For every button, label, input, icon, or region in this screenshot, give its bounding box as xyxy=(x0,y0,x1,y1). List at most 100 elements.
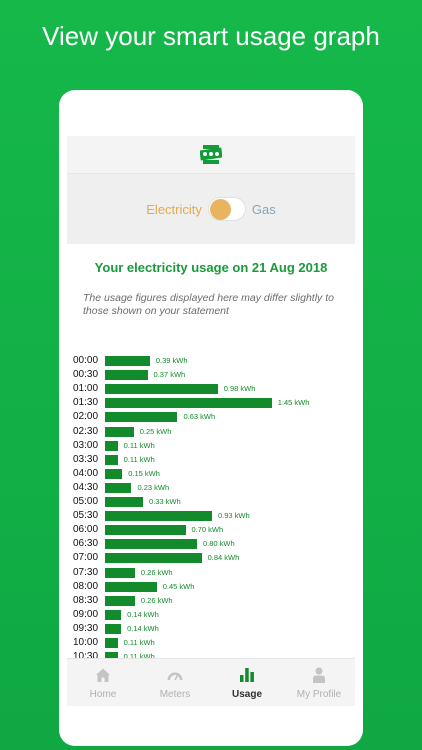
chart-value-label: 0.26 kWh xyxy=(140,567,173,577)
chart-value-label: 0.98 kWh xyxy=(223,384,256,394)
chart-value-label: 0.11 kWh xyxy=(123,652,155,662)
chart-value-label: 0.11 kWh xyxy=(123,440,155,450)
chart-time-label: 10:00 xyxy=(73,637,99,648)
chart-value-label: 0.11 kWh xyxy=(123,638,155,647)
chart-value-label: 0.70 kWh xyxy=(191,525,224,535)
chart-time-label: 06:00 xyxy=(73,524,99,536)
chart-value-label: 0.14 kWh xyxy=(127,623,159,633)
chart-time-label: 01:00 xyxy=(73,383,99,395)
chart-bar xyxy=(105,609,122,620)
chart-row: 08:30 0.26 kWh xyxy=(67,594,355,608)
chart-bar xyxy=(105,497,143,507)
chart-time-label: 09:00 xyxy=(73,608,99,620)
chart-value-label: 0.45 kWh xyxy=(162,581,195,591)
chart-value-label: 0.93 kWh xyxy=(217,511,250,521)
meter-gauge-icon xyxy=(167,672,183,680)
chart-value-label: 0.23 kWh xyxy=(137,482,170,492)
chart-bar xyxy=(105,384,218,395)
chart-row: 10:30 0.11 kWh xyxy=(67,650,355,664)
chart-bar xyxy=(105,426,134,437)
headline: View your smart usage graph xyxy=(42,21,380,51)
chart-value-label: 0.25 kWh xyxy=(139,426,172,436)
chart-time-label: 00:30 xyxy=(73,369,99,381)
tab-profile-label: My Profile xyxy=(296,688,342,700)
chart-row: 07:00 0.84 kWh xyxy=(67,551,355,565)
chart-time-label: 05:30 xyxy=(73,510,99,522)
tab-home-label: Home xyxy=(89,688,117,700)
chart-row: 06:30 0.80 kWh xyxy=(67,537,355,551)
tab-usage[interactable]: Usage xyxy=(211,659,283,706)
chart-row: 02:30 0.25 kWh xyxy=(67,425,355,439)
chart-value-label: 0.84 kWh xyxy=(207,553,240,563)
chart-row: 09:30 0.14 kWh xyxy=(67,622,355,636)
tab-bar: Home Meters Usage xyxy=(67,658,355,706)
bar-chart-icon xyxy=(240,667,254,682)
chart-bar xyxy=(105,638,118,648)
chart-row: 04:30 0.23 kWh xyxy=(67,481,355,495)
chart-value-label: 0.80 kWh xyxy=(203,539,235,549)
chart-row: 10:00 0.11 kWh xyxy=(67,636,355,650)
chart-row: 01:00 0.98 kWh xyxy=(67,382,355,396)
chart-value-label: 1.45 kWh xyxy=(277,398,310,408)
chart-bar xyxy=(105,525,186,536)
chart-row: 05:00 0.33 kWh xyxy=(67,495,355,509)
chart-value-label: 0.33 kWh xyxy=(148,497,181,506)
chart-time-label: 07:00 xyxy=(73,552,99,564)
chart-time-label: 00:00 xyxy=(73,355,99,366)
chart-row: 08:00 0.45 kWh xyxy=(67,580,355,594)
tab-home[interactable]: Home xyxy=(67,659,139,706)
tab-meters-label: Meters xyxy=(159,688,191,700)
phone-frame: Electricity Gas Your electricity usage o… xyxy=(59,90,363,746)
chart-value-label: 0.26 kWh xyxy=(140,595,173,605)
app-header xyxy=(67,136,355,174)
chart-row: 00:30 0.37 kWh xyxy=(67,368,355,382)
chart-value-label: 0.14 kWh xyxy=(127,609,159,619)
usage-disclaimer: The usage figures displayed here may dif… xyxy=(83,292,334,317)
chart-time-label: 06:30 xyxy=(73,538,99,550)
chart-bar xyxy=(105,440,118,451)
home-icon xyxy=(96,668,110,682)
chart-time-label: 03:00 xyxy=(73,439,99,451)
chart-row: 05:30 0.93 kWh xyxy=(67,509,355,523)
chart-time-label: 04:30 xyxy=(73,481,99,493)
chart-time-label: 02:00 xyxy=(73,411,99,423)
chart-bar xyxy=(105,511,212,522)
app-screen: Electricity Gas Your electricity usage o… xyxy=(67,136,355,706)
brand-logo-icon xyxy=(200,144,222,164)
chart-row: 00:00 0.39 kWh xyxy=(67,354,355,368)
chart-row: 03:30 0.11 kWh xyxy=(67,453,355,467)
fuel-switch-knob[interactable] xyxy=(209,199,231,220)
usage-title: Your electricity usage on 21 Aug 2018 xyxy=(94,260,328,275)
chart-row: 01:30 1.45 kWh xyxy=(67,396,355,410)
fuel-switch[interactable] xyxy=(207,197,246,221)
gas-label[interactable]: Gas xyxy=(251,201,276,217)
chart-time-label: 05:00 xyxy=(73,496,99,507)
chart-bar xyxy=(105,595,135,606)
chart-bar xyxy=(105,398,272,409)
chart-bar xyxy=(105,412,178,423)
chart-row: 06:00 0.70 kWh xyxy=(67,523,355,537)
chart-row: 02:00 0.63 kWh xyxy=(67,410,355,424)
chart-time-label: 08:30 xyxy=(73,594,99,606)
tab-profile[interactable]: My Profile xyxy=(283,659,355,706)
chart-value-label: 0.63 kWh xyxy=(183,412,216,422)
chart-time-label: 03:30 xyxy=(73,453,99,465)
chart-time-label: 07:30 xyxy=(73,566,99,578)
chart-time-label: 04:00 xyxy=(73,467,99,479)
chart-bar xyxy=(105,356,150,366)
chart-row: 03:00 0.11 kWh xyxy=(67,439,355,453)
chart-bar xyxy=(105,454,118,465)
chart-bar xyxy=(105,539,197,550)
chart-bar xyxy=(105,553,202,564)
person-icon xyxy=(313,667,325,683)
usage-bar-chart: 00:00 0.39 kWh 00:30 0.37 kWh 01:00 0.98 kWh 0… xyxy=(67,354,355,663)
tab-usage-label: Usage xyxy=(231,688,262,700)
chart-time-label: 02:30 xyxy=(73,425,99,437)
chart-row: 04:00 0.15 kWh xyxy=(67,467,355,481)
tab-meters[interactable]: Meters xyxy=(139,659,211,706)
electricity-label[interactable]: Electricity xyxy=(146,201,202,217)
chart-bar xyxy=(105,581,157,592)
chart-bar xyxy=(105,370,148,381)
chart-value-label: 0.11 kWh xyxy=(123,454,155,464)
chart-time-label: 09:30 xyxy=(73,622,99,634)
